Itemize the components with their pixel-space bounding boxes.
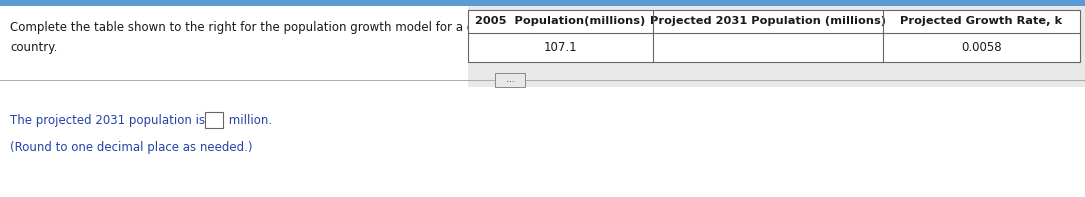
Bar [468, 6, 1085, 197]
Text: 2005  Population(millions): 2005 Population(millions) [475, 17, 646, 27]
Bar [495, 73, 525, 87]
Text: million.: million. [225, 113, 272, 126]
Text: 0.0058: 0.0058 [961, 41, 1001, 54]
Text: (Round to one decimal place as needed.): (Round to one decimal place as needed.) [10, 141, 253, 154]
Text: Projected 2031 Population (millions): Projected 2031 Population (millions) [650, 17, 886, 27]
Text: ...: ... [506, 75, 514, 85]
Bar [0, 0, 1085, 6]
Text: The projected 2031 population is: The projected 2031 population is [10, 113, 205, 126]
Bar [0, 87, 1085, 197]
Bar [205, 112, 224, 128]
Text: 107.1: 107.1 [544, 41, 577, 54]
Text: Complete the table shown to the right for the population growth model for a cert: Complete the table shown to the right fo… [10, 21, 508, 34]
Text: country.: country. [10, 42, 58, 55]
Text: Projected Growth Rate, k: Projected Growth Rate, k [901, 17, 1062, 27]
Bar [0, 6, 468, 197]
Bar [468, 10, 1080, 62]
